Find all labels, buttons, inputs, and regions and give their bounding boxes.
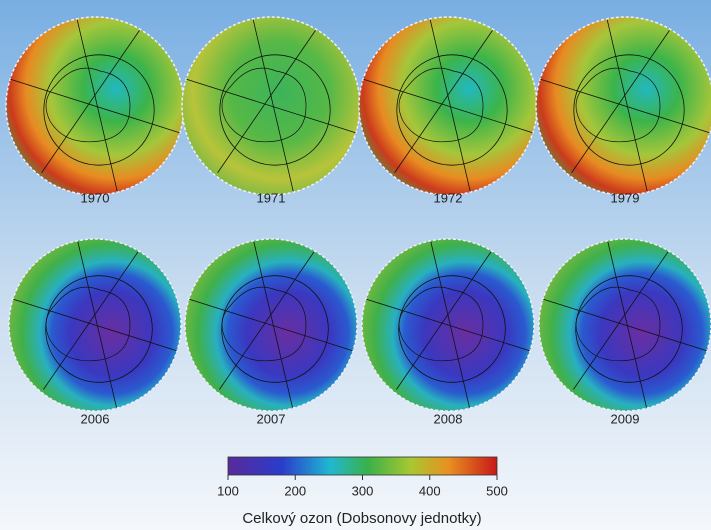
- meridian: [217, 30, 316, 173]
- latitude-line: [45, 275, 153, 383]
- ozone-map: 2006: [8, 238, 182, 426]
- colorbar: [227, 456, 498, 476]
- meridian: [540, 78, 710, 134]
- year-label: 2007: [257, 411, 286, 426]
- year-label: 1971: [257, 190, 286, 205]
- coastline: [45, 286, 131, 362]
- meridian: [571, 30, 670, 173]
- meridian: [573, 251, 669, 390]
- meridian: [430, 241, 470, 408]
- latitude-line: [396, 54, 508, 166]
- ozone-map: 2009: [538, 238, 711, 426]
- latitude-line: [398, 275, 506, 383]
- meridian: [77, 241, 117, 408]
- tick-label: 300: [352, 483, 374, 498]
- tick-label: 500: [486, 483, 508, 498]
- year-label: 2006: [81, 411, 110, 426]
- ozone-map: 1979: [535, 16, 711, 205]
- meridian: [10, 78, 180, 134]
- meridian: [366, 298, 530, 352]
- coastline: [575, 67, 661, 143]
- coastline: [398, 286, 484, 362]
- latitude-line: [219, 54, 331, 166]
- latitude-line: [221, 275, 329, 383]
- tick-label: 100: [217, 483, 239, 498]
- meridian: [252, 19, 294, 192]
- coastline: [45, 67, 131, 143]
- meridian: [607, 241, 647, 408]
- year-label: 1972: [434, 190, 463, 205]
- meridian: [76, 19, 118, 192]
- ozone-map: 2007: [184, 238, 358, 426]
- meridian: [394, 30, 493, 173]
- meridian: [41, 30, 140, 173]
- latitude-line: [575, 275, 683, 383]
- meridian: [219, 251, 315, 390]
- meridian: [606, 19, 648, 192]
- colorbar-label: Celkový ozon (Dobsonovy jednotky): [242, 510, 481, 527]
- coastline: [398, 67, 484, 143]
- globe: [535, 16, 711, 196]
- meridian: [189, 298, 353, 352]
- tick-label: 200: [284, 483, 306, 498]
- meridian: [186, 78, 356, 134]
- meridian: [429, 19, 471, 192]
- meridian: [253, 241, 293, 408]
- year-label: 2009: [611, 411, 640, 426]
- meridian: [363, 78, 533, 134]
- meridian: [13, 298, 177, 352]
- latitude-line: [43, 54, 155, 166]
- meridian: [543, 298, 707, 352]
- coastline: [221, 286, 307, 362]
- year-label: 2008: [434, 411, 463, 426]
- latitude-line: [573, 54, 685, 166]
- meridian: [396, 251, 492, 390]
- colorbar-ticks: 100 200 300 400 500: [217, 475, 508, 498]
- ozone-map: 2008: [361, 238, 535, 426]
- tick-label: 400: [419, 483, 441, 498]
- year-label: 1970: [81, 190, 110, 205]
- meridian: [43, 251, 139, 390]
- map-grid: 1970 1971 1972 1979 2006 2007 2008 2009: [5, 16, 711, 426]
- year-label: 1979: [611, 190, 640, 205]
- coastline: [221, 67, 307, 143]
- coastline: [575, 286, 661, 362]
